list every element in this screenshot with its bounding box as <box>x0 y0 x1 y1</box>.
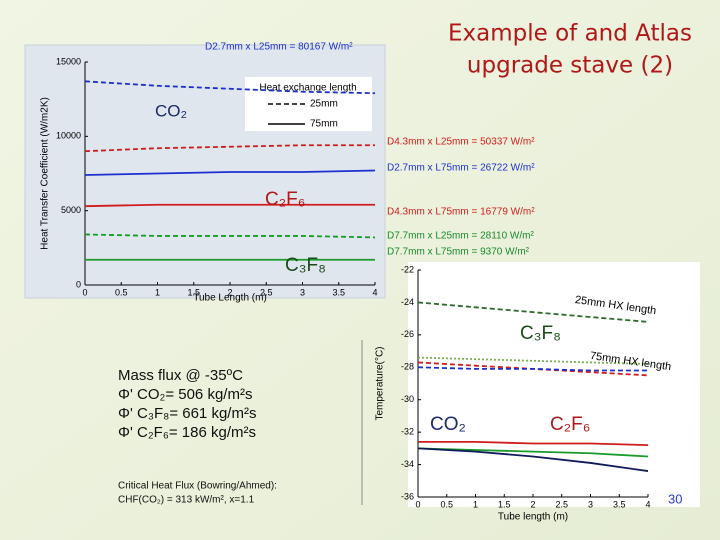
x-tick-label: 2.5 <box>260 287 273 297</box>
y-axis-label: Temperature(°C) <box>375 346 386 420</box>
legend-label: 75mm <box>310 119 338 130</box>
y-tick-label: 10000 <box>56 131 81 141</box>
annotation: D4.3mm x L75mm = 16779 W/m² <box>387 207 535 218</box>
x-tick-label: 0.5 <box>115 287 128 297</box>
y-tick-label: 5000 <box>61 205 81 215</box>
series-line <box>417 301 649 323</box>
x-axis-label: Tube Length (m) <box>193 293 267 304</box>
annotation: D7.7mm x L75mm = 9370 W/m² <box>387 247 530 258</box>
x-tick-label: 4 <box>372 287 377 297</box>
x-tick-label: 2.5 <box>555 499 568 509</box>
title-line-2: upgrade stave (2) <box>467 53 673 79</box>
series-line <box>84 203 375 208</box>
series-line <box>84 233 376 239</box>
x-tick-label: 0.5 <box>440 499 453 509</box>
y-axis-label: Heat Transfer Coefficient (W/m2K) <box>40 97 51 250</box>
x-tick-label: 3 <box>588 499 593 509</box>
series-line <box>417 366 648 372</box>
x-tick-label: 3 <box>300 287 305 297</box>
series-line <box>84 80 376 95</box>
x-tick-label: 0 <box>82 287 87 297</box>
y-tick-label: -28 <box>401 362 414 372</box>
x-tick-label: 1.5 <box>498 499 511 509</box>
chart-2-frame <box>408 262 700 507</box>
annotation: D2.7mm x L75mm = 26722 W/m² <box>387 163 535 174</box>
series-line <box>418 440 649 447</box>
page-number: 30 <box>668 491 682 506</box>
legend-box <box>245 77 372 131</box>
annotation: D4.3mm x L25mm = 50337 W/m² <box>387 137 535 148</box>
y-tick-label: -30 <box>401 394 414 404</box>
x-tick-label: 3.5 <box>613 499 626 509</box>
x-axis-label: Tube length (m) <box>498 512 568 523</box>
annotation: C₃F₈ <box>520 323 561 344</box>
annotation: C₂F₆ <box>265 189 305 210</box>
y-tick-label: -34 <box>401 459 414 469</box>
mass-flux-heading: Mass flux @ -35ºC <box>118 367 243 384</box>
annotation: C₃F₈ <box>285 255 326 276</box>
chf-line: Critical Heat Flux (Bowring/Ahmed): <box>118 481 277 492</box>
y-tick-label: 0 <box>76 279 81 289</box>
annotation: CO₂ <box>155 101 187 120</box>
y-tick-label: -22 <box>401 264 414 274</box>
y-tick-label: -24 <box>401 297 414 307</box>
annotation: D2.7mm x L25mm = 80167 W/m² <box>205 42 353 53</box>
series-line <box>417 447 649 472</box>
x-tick-label: 1.5 <box>187 287 200 297</box>
mass-flux-line: Φ' C₂F₆= 186 kg/m²s <box>118 424 256 441</box>
x-tick-label: 2 <box>227 287 232 297</box>
mass-flux-line: Φ' CO₂= 506 kg/m²s <box>118 386 252 403</box>
x-tick-label: 1 <box>473 499 478 509</box>
annotation: C₂F₆ <box>550 414 590 435</box>
series-line <box>84 144 375 153</box>
x-tick-label: 3.5 <box>332 287 345 297</box>
annotation: D7.7mm x L25mm = 28110 W/m² <box>387 231 534 242</box>
x-tick-label: 4 <box>645 499 650 509</box>
series-line <box>417 447 649 458</box>
y-tick-label: -36 <box>401 491 414 501</box>
annotation: CO₂ <box>430 414 466 435</box>
y-tick-label: -32 <box>401 427 414 437</box>
x-tick-label: 2 <box>530 499 535 509</box>
chf-line: CHF(CO₂) = 313 kW/m², x=1.1 <box>118 495 255 506</box>
series-line <box>84 169 376 176</box>
legend-title: Heat exchange length <box>259 83 356 94</box>
legend-label: 25mm <box>310 99 338 110</box>
x-tick-label: 0 <box>415 499 420 509</box>
y-tick-label: 15000 <box>56 56 81 66</box>
title-line-1: Example of and Atlas <box>448 21 692 47</box>
x-tick-label: 1 <box>155 287 160 297</box>
mass-flux-line: Φ' C₃F₈= 661 kg/m²s <box>118 405 256 422</box>
y-tick-label: -26 <box>401 329 414 339</box>
